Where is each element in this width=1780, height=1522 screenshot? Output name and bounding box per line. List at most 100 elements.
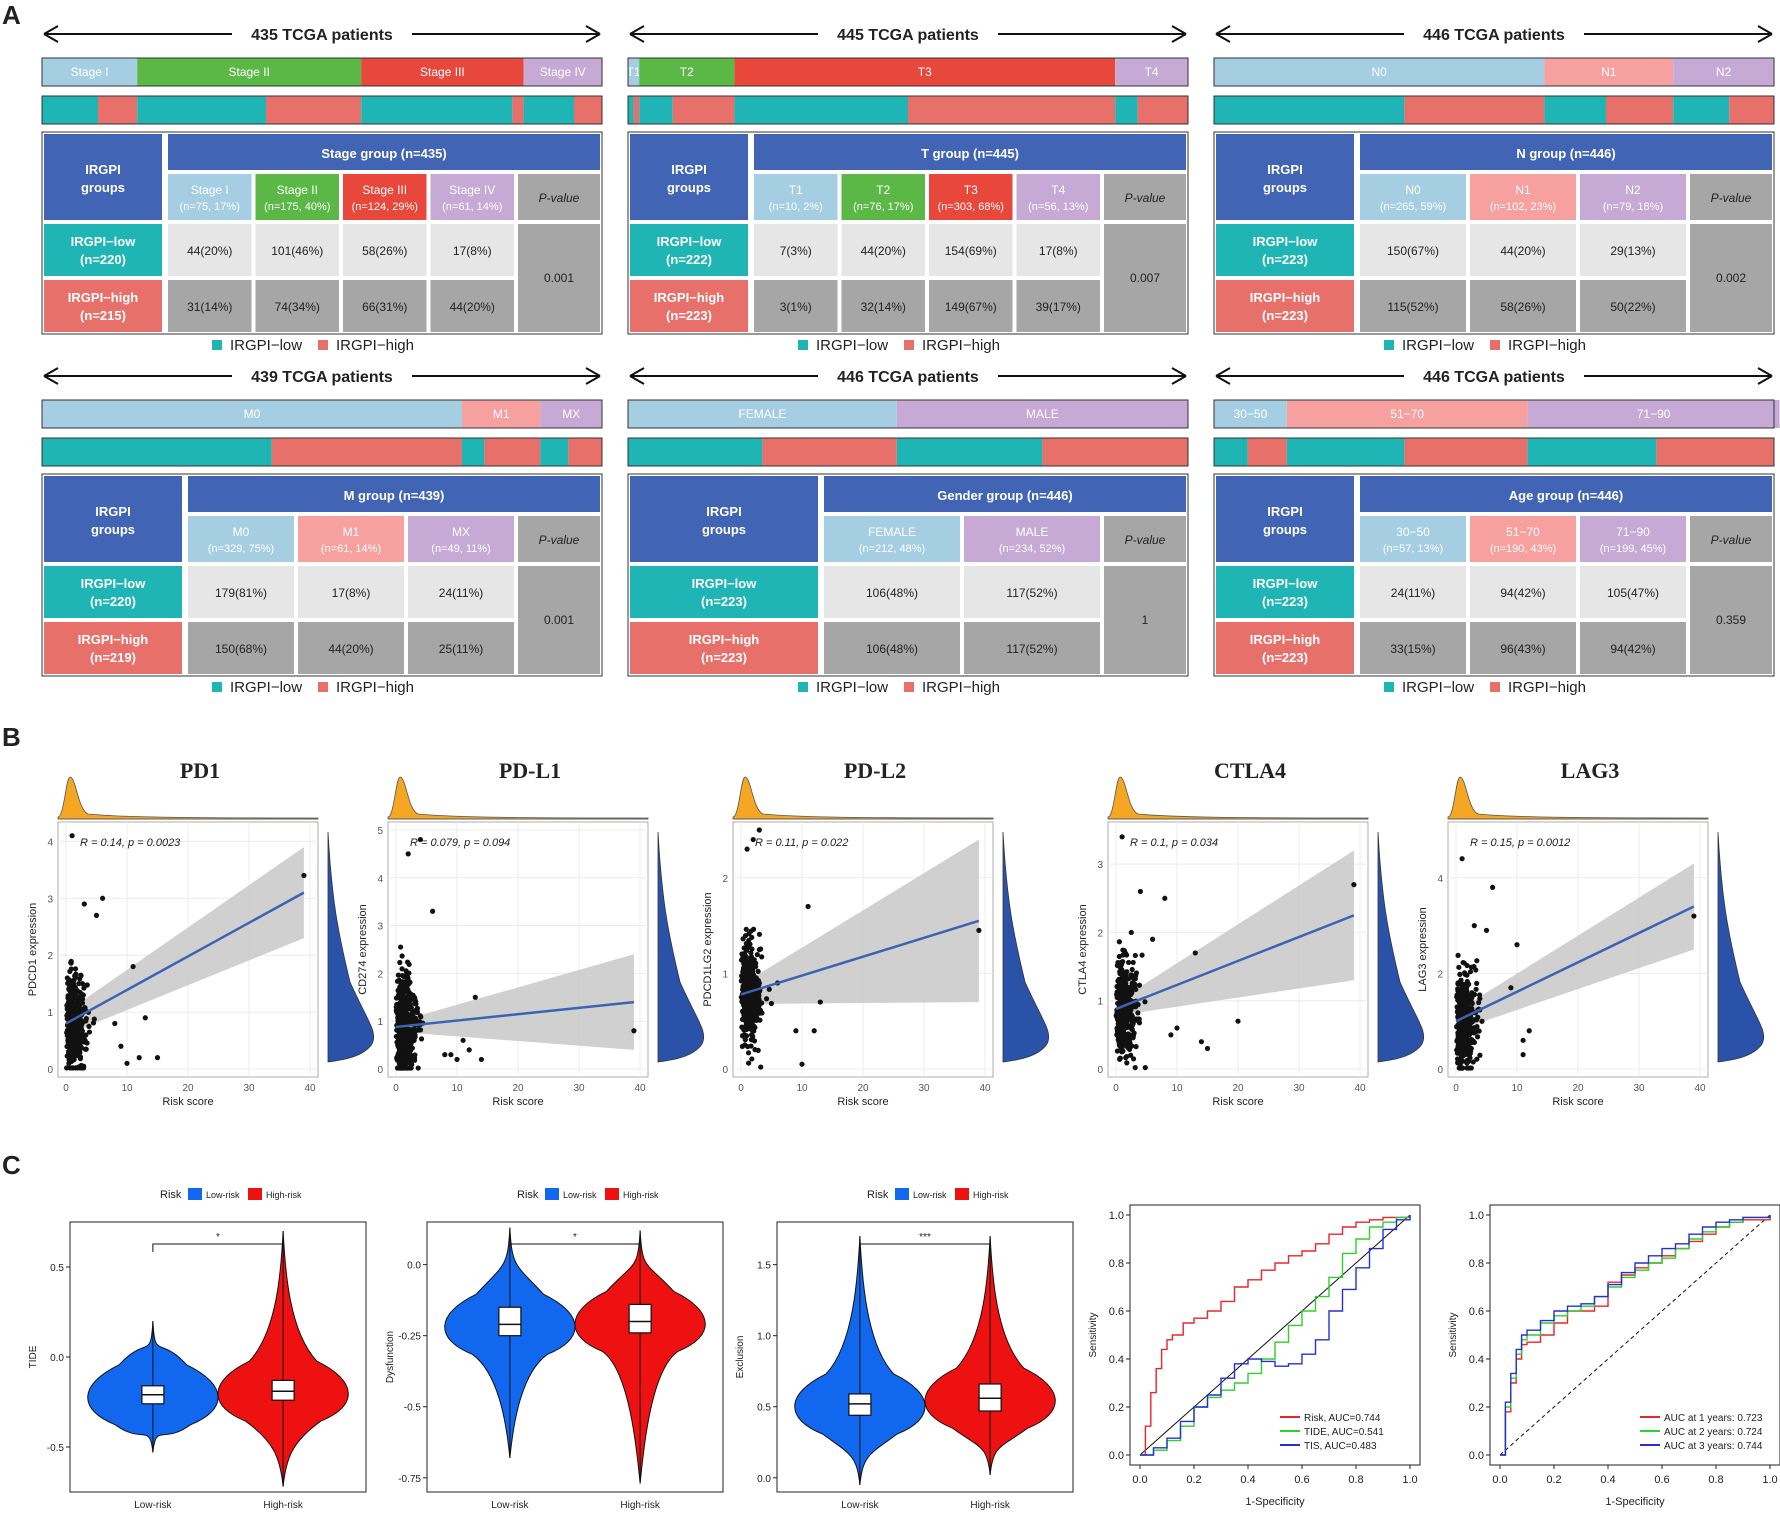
confidence-band (66, 847, 304, 1035)
roc-curve-1: 0.0 0.0 0.2 0.2 0.4 0.4 0.6 0.6 0.8 0.8 1.0 1.0 1-Sp… (1088, 1204, 1421, 1508)
category-track-segment (1214, 400, 1287, 428)
scatter-point (412, 1000, 418, 1007)
scatter-point (1468, 1065, 1474, 1071)
arrow-head-left-icon (629, 367, 645, 385)
scatter-point (1456, 1065, 1462, 1071)
category-header-count: (n=234, 52%) (999, 543, 1065, 555)
category-track-segment (1115, 58, 1188, 86)
scatter-point (406, 970, 412, 976)
x-axis-label: Risk score (162, 1096, 213, 1108)
category-track-label: 51−70 (1390, 407, 1424, 421)
row-header-text: groups (81, 180, 125, 195)
scatter-point (1464, 978, 1470, 985)
risk-group-cell (44, 280, 162, 332)
scatter-point (418, 1014, 424, 1020)
count-cell-value: 101(46%) (271, 244, 323, 258)
scatter-point (740, 969, 746, 975)
legend-label: IRGPI−high (922, 679, 1000, 696)
scatter-point (1150, 936, 1156, 942)
count-cell (255, 224, 339, 276)
x-tick-label: 0 (738, 1083, 744, 1094)
x-tick-label: 0.2 (1546, 1474, 1561, 1486)
row-header-text: IRGPI (85, 162, 120, 177)
significance-label: * (216, 1232, 220, 1243)
category-track-segment (462, 400, 541, 428)
risk-strip-segment (1673, 96, 1730, 124)
y-tick-label: 4 (377, 874, 383, 885)
scatter-point (744, 846, 750, 852)
table-title: 446 TCGA patients (1423, 27, 1565, 44)
risk-strip-segment (266, 96, 362, 124)
scatter-point (1142, 1065, 1148, 1071)
count-cell-value: 149(67%) (945, 300, 997, 314)
risk-group-label: IRGPI−high (78, 632, 148, 647)
confidence-band (1116, 850, 1354, 1016)
category-track-border (41, 57, 603, 87)
scatter-point (394, 978, 401, 984)
category-header-cell (1016, 174, 1100, 220)
scatter-point (1476, 999, 1482, 1006)
title-background (232, 364, 412, 388)
scatter-point (1129, 966, 1135, 973)
scatter-point (406, 989, 412, 995)
y-tick-label: 1.0 (757, 1332, 771, 1343)
category-header-name: MX (452, 525, 470, 539)
risk-strip-segment (462, 438, 485, 466)
x-tick-label: Low-risk (134, 1500, 172, 1511)
y-axis-label: Sensitivity (1088, 1312, 1099, 1357)
violin-plot-exclusion: Risk Low-risk High-risk 0.0 0.5 1.0 1.5 Exclusi… (735, 1188, 1074, 1511)
risk-strip-segment (1137, 96, 1188, 124)
marginal-density-right (1717, 831, 1765, 1063)
risk-group-label: IRGPI−low (1253, 576, 1319, 591)
scatter-point (1520, 1052, 1526, 1058)
scatter-point (411, 1037, 417, 1044)
scatter-point (1168, 1032, 1174, 1038)
scatter-point (393, 1004, 399, 1010)
category-track-segment (1286, 400, 1528, 428)
y-tick-label: 2 (722, 874, 728, 885)
scatter-point (748, 1020, 755, 1026)
category-track-label: 71−90 (1637, 407, 1671, 421)
scatter-point (396, 1027, 403, 1033)
legend-label: Low-risk (913, 1190, 947, 1200)
y-tick-label: 0.5 (50, 1263, 64, 1274)
scatter-point (1129, 1022, 1136, 1028)
legend-swatch-low (212, 340, 222, 350)
x-tick-label: 0.6 (1294, 1474, 1309, 1486)
category-header-count: (n=124, 29%) (352, 201, 418, 213)
scatter-point (86, 1023, 92, 1029)
pvalue-header-text: P-value (539, 533, 580, 547)
y-tick-label: 4 (47, 837, 53, 848)
scatter-point (1455, 952, 1461, 958)
x-tick-label: 0 (63, 1083, 69, 1094)
scatter-point (1130, 1056, 1137, 1062)
scatter-point (746, 977, 753, 983)
legend-swatch-low (798, 340, 808, 350)
risk-strip-segment (1656, 438, 1774, 466)
panel-label-b: B (2, 722, 21, 752)
arrow-head-right-icon (1757, 367, 1773, 385)
risk-strip-segment (1247, 438, 1287, 466)
y-tick-label: 4 (1437, 874, 1443, 885)
count-cell-value: 106(48%) (866, 586, 918, 600)
pvalue-cell (518, 224, 600, 332)
scatter-point (415, 1065, 421, 1071)
category-track-segment (137, 58, 362, 86)
count-cell (188, 566, 294, 618)
scatter-point (750, 995, 757, 1001)
pvalue-header-cell (1690, 516, 1772, 562)
count-cell (1580, 622, 1686, 674)
x-axis-label: Risk score (837, 1096, 888, 1108)
significance-bracket (152, 1243, 284, 1252)
scatter-point (1162, 895, 1168, 901)
count-cell (754, 224, 838, 276)
scatter-point (301, 872, 307, 879)
category-header-count: (n=10, 2%) (769, 201, 823, 213)
category-header-name: Stage III (362, 183, 407, 197)
scatter-point (1456, 964, 1462, 970)
x-tick-label: 30 (1633, 1083, 1645, 1094)
scatter-point (78, 1018, 84, 1024)
group-title-text: N group (n=446) (1516, 146, 1615, 161)
arrow-head-left-icon (1215, 25, 1231, 43)
scatter-plot-lag3: LAG3 0 10 20 30 40 0 2 4 R = 0.15, p = 0.0012 Risk… (1417, 758, 1765, 1108)
